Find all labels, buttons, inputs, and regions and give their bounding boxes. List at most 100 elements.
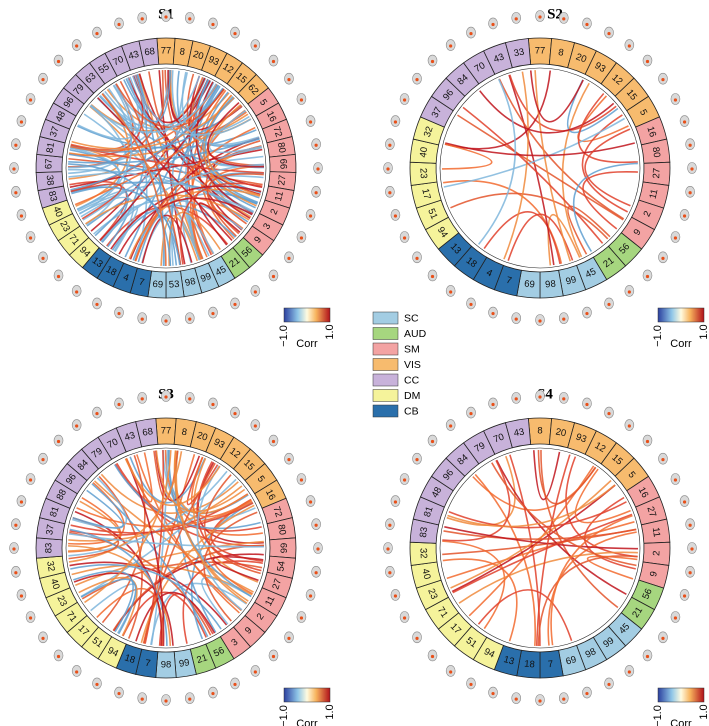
- chord: [535, 454, 571, 646]
- segment-label: 5: [257, 97, 269, 108]
- activation-spot: [661, 458, 665, 462]
- segment-label: 27: [644, 505, 658, 518]
- chord: [150, 449, 169, 646]
- inner-circle: [439, 447, 641, 649]
- activation-spot: [314, 571, 318, 575]
- activation-spot: [645, 654, 650, 659]
- segment-label: 8: [181, 427, 188, 439]
- activation-spot: [56, 439, 61, 444]
- chord: [74, 510, 163, 646]
- activation-spot: [562, 397, 566, 401]
- segment-label: 77: [161, 426, 172, 437]
- activation-spot: [12, 547, 16, 551]
- chord: [550, 514, 633, 646]
- colorbar-max: 1.0: [698, 324, 709, 339]
- activation-spot: [211, 22, 215, 27]
- activation-spot: [430, 59, 435, 64]
- colorbar-max: 1.0: [324, 704, 336, 719]
- segment-label: 9: [252, 235, 264, 246]
- activation-spot: [253, 424, 257, 428]
- segment-label: 98: [161, 660, 172, 671]
- segment-label: 9: [632, 227, 644, 237]
- activation-spot: [308, 594, 313, 598]
- segment-label: 16: [644, 125, 658, 138]
- activation-spot: [299, 236, 304, 240]
- segment-label: 99: [601, 635, 616, 650]
- segment-label: 51: [464, 635, 479, 650]
- colorbar: [283, 687, 331, 703]
- chord: [203, 474, 261, 575]
- activation-spot: [469, 31, 473, 36]
- activation-spot: [402, 478, 407, 482]
- activation-spot: [271, 274, 276, 279]
- activation-spot: [95, 302, 99, 307]
- activation-spot: [607, 411, 611, 416]
- chord: [119, 80, 182, 266]
- chord: [509, 74, 617, 132]
- activation-spot: [233, 31, 237, 36]
- chord: [135, 591, 216, 642]
- activation-spot: [449, 424, 453, 428]
- chord: [584, 128, 631, 207]
- segment-label: 81: [44, 142, 57, 154]
- activation-spot: [75, 670, 79, 674]
- activation-spot: [388, 191, 392, 195]
- segment-label: 83: [44, 543, 55, 554]
- segment-label: 93: [207, 54, 221, 68]
- chord: [448, 501, 627, 529]
- activation-spot: [56, 654, 61, 659]
- chord: [573, 162, 638, 252]
- activation-spot: [688, 191, 692, 195]
- activation-spot: [607, 302, 611, 307]
- activation-spot: [388, 143, 392, 147]
- chord: [73, 570, 134, 633]
- activation-spot: [253, 290, 257, 294]
- activation-spot: [402, 616, 407, 620]
- segment-label: 70: [492, 431, 506, 445]
- segment-label: 51: [90, 635, 105, 650]
- chord: [574, 468, 631, 524]
- segment-label: 37: [44, 524, 57, 536]
- chord: [577, 93, 638, 164]
- activation-spot: [469, 682, 473, 687]
- chord: [68, 470, 228, 557]
- activation-spot: [19, 594, 24, 598]
- segment-label: 8: [537, 426, 542, 437]
- segment-label: 7: [144, 658, 151, 670]
- segment-label: 4: [484, 267, 494, 279]
- chord: [205, 140, 261, 237]
- segment-label: 48: [54, 110, 69, 124]
- segment-label: 66: [277, 158, 288, 169]
- chord: [477, 589, 573, 642]
- colorbar-max: 1.0: [324, 324, 336, 339]
- activation-spot: [607, 682, 611, 687]
- segment-label: 69: [565, 654, 578, 667]
- activation-spot: [430, 439, 435, 444]
- chord: [69, 113, 249, 158]
- connectogram: S48 20 93121551627112956214599986971813945…: [383, 386, 709, 726]
- activation-spot: [14, 191, 18, 195]
- activation-spot: [164, 699, 168, 703]
- segment-label: 11: [650, 527, 662, 538]
- activation-spot: [164, 395, 168, 399]
- segment-label: 71: [64, 609, 79, 624]
- segment-label: 17: [419, 188, 432, 201]
- segment-label: 45: [584, 266, 598, 281]
- activation-spot: [415, 78, 419, 82]
- activation-spot: [188, 397, 192, 401]
- chord: [479, 90, 615, 134]
- activation-spot: [661, 256, 665, 260]
- segment-label: 20: [192, 49, 205, 62]
- activation-spot: [117, 402, 121, 407]
- segment-label: 99: [199, 271, 213, 285]
- segment-label: 43: [513, 427, 525, 440]
- segment-label: 80: [650, 146, 662, 158]
- segment-label: 68: [144, 46, 156, 58]
- ring-segment: [135, 417, 159, 448]
- activation-spot: [627, 670, 631, 674]
- colorbar: [283, 307, 331, 323]
- chord: [447, 484, 616, 528]
- segment-label: 11: [263, 594, 277, 608]
- segment-label: 72: [270, 125, 284, 138]
- chord: [110, 185, 262, 250]
